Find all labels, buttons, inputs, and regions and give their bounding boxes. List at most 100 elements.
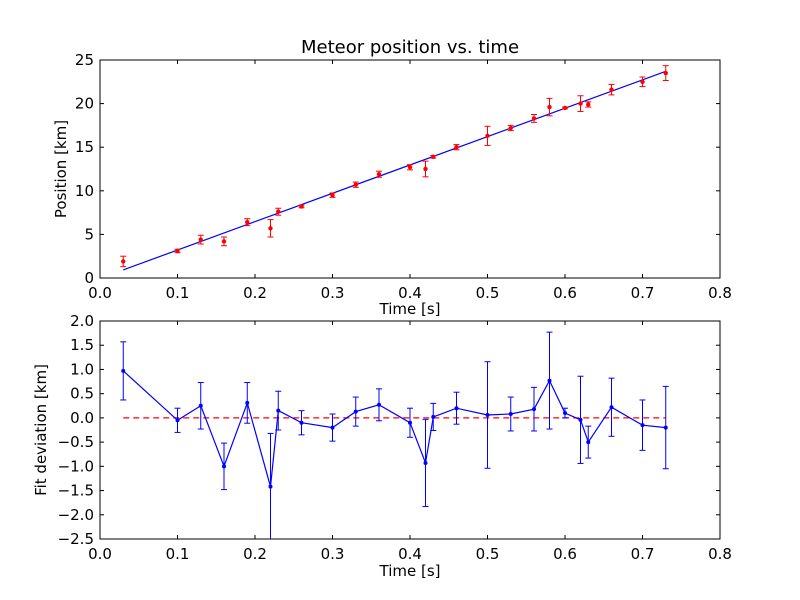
- data-point: [532, 407, 536, 412]
- data-point: [330, 425, 335, 430]
- x-tick-label: 0.5: [476, 284, 500, 302]
- data-point: [222, 464, 226, 469]
- data-point: [121, 259, 126, 264]
- y-tick-label: 1.5: [70, 336, 94, 354]
- y-axis-ticks: 0 5 10 15 20 25: [75, 51, 720, 287]
- data-point: [299, 420, 304, 425]
- x-tick-label: 0.3: [321, 545, 345, 563]
- y-axis-label: Fit deviation [km]: [32, 364, 50, 496]
- x-tick-label: 0.2: [243, 284, 267, 302]
- x-tick-label: 0.3: [321, 284, 345, 302]
- y-tick-label: 2.0: [70, 312, 94, 330]
- data-point: [245, 400, 250, 405]
- deviation-marks: [120, 331, 669, 539]
- data-point: [268, 484, 273, 489]
- data-point: [562, 105, 568, 111]
- data-point: [198, 237, 203, 242]
- y-tick-label: −2.0: [58, 506, 94, 524]
- x-tick-label: 0.2: [243, 545, 267, 563]
- data-point: [508, 412, 513, 417]
- x-tick-label: 0.6: [553, 545, 577, 563]
- x-tick-label: 0.1: [166, 284, 190, 302]
- y-tick-label: −1.5: [58, 482, 94, 500]
- data-point: [121, 368, 126, 373]
- chart-title: Meteor position vs. time: [301, 37, 519, 58]
- x-tick-label: 0.4: [398, 545, 422, 563]
- data-point: [423, 460, 428, 465]
- data-point: [353, 409, 358, 414]
- y-tick-label: 5: [84, 225, 94, 243]
- data-point: [663, 70, 668, 76]
- y-axis-ticks: −2.5 −2.0 −1.5 −1.0 −0.5 0.0 0.5 1.0 1.5 2.0: [58, 312, 720, 548]
- x-tick-label: 0.4: [398, 284, 422, 302]
- x-axis-label: Time [s]: [379, 562, 441, 580]
- x-axis-ticks: 0.0 0.1 0.2 0.3 0.4 0.5 0.6 0.7 0.8: [88, 321, 732, 563]
- x-tick-label: 0.0: [88, 284, 112, 302]
- data-point: [578, 417, 583, 422]
- data-point: [299, 204, 304, 209]
- y-tick-label: 20: [75, 95, 94, 113]
- data-point: [408, 420, 412, 425]
- data-point: [353, 182, 358, 187]
- x-tick-label: 0.5: [476, 545, 500, 563]
- data-point: [431, 414, 436, 419]
- data-point: [276, 408, 281, 413]
- data-point: [268, 226, 273, 231]
- data-point: [454, 145, 459, 150]
- data-point: [431, 154, 436, 159]
- data-point: [508, 125, 513, 131]
- y-tick-label: 0: [84, 269, 94, 287]
- data-point: [423, 166, 428, 172]
- data-point: [377, 402, 381, 407]
- data-point: [586, 440, 591, 445]
- data-point: [175, 248, 180, 254]
- x-tick-label: 0.8: [708, 284, 732, 302]
- data-point: [407, 165, 413, 170]
- data-point: [531, 116, 537, 121]
- x-tick-label: 0.8: [708, 545, 732, 563]
- data-point: [376, 172, 382, 177]
- fit-line: [123, 70, 666, 271]
- data-point: [175, 418, 180, 423]
- data-point: [547, 104, 552, 110]
- data-point: [547, 378, 552, 383]
- data-point: [578, 101, 583, 106]
- y-tick-label: 0.5: [70, 385, 94, 403]
- data-point: [640, 423, 645, 428]
- data-point: [609, 87, 614, 92]
- y-tick-label: −0.5: [58, 433, 94, 451]
- data-point: [485, 133, 490, 139]
- x-axis-label: Time [s]: [379, 300, 441, 318]
- y-tick-label: −2.5: [58, 530, 94, 548]
- data-point: [663, 425, 668, 430]
- data-point: [586, 102, 591, 107]
- x-tick-label: 0.1: [166, 545, 190, 563]
- data-point: [609, 405, 614, 410]
- data-point: [454, 406, 459, 411]
- position-marks: [120, 65, 669, 271]
- y-tick-label: −1.0: [58, 457, 94, 475]
- data-point: [245, 219, 250, 225]
- data-point: [640, 79, 645, 85]
- y-tick-label: 15: [75, 138, 94, 156]
- position-chart: Meteor position vs. time 0.0 0.1 0.2 0.3 0.4…: [52, 37, 732, 318]
- y-tick-label: 1.0: [70, 360, 94, 378]
- x-tick-label: 0.7: [631, 545, 655, 563]
- y-tick-label: 0.0: [70, 409, 94, 427]
- x-tick-label: 0.7: [631, 284, 655, 302]
- x-axis-ticks: 0.0 0.1 0.2 0.3 0.4 0.5 0.6 0.7 0.8: [88, 60, 732, 302]
- data-point: [563, 411, 567, 416]
- x-tick-label: 0.6: [553, 284, 577, 302]
- deviation-chart: 0.0 0.1 0.2 0.3 0.4 0.5 0.6 0.7 0.8 −2.5 −2.0 −1.5…: [32, 312, 732, 580]
- y-tick-label: 10: [75, 182, 94, 200]
- data-point: [221, 239, 227, 244]
- data-point: [198, 403, 203, 408]
- y-axis-label: Position [km]: [52, 120, 70, 218]
- x-tick-label: 0.0: [88, 545, 112, 563]
- data-point: [485, 412, 490, 417]
- data-point: [330, 192, 335, 198]
- y-tick-label: 25: [75, 51, 94, 69]
- data-point: [276, 209, 281, 214]
